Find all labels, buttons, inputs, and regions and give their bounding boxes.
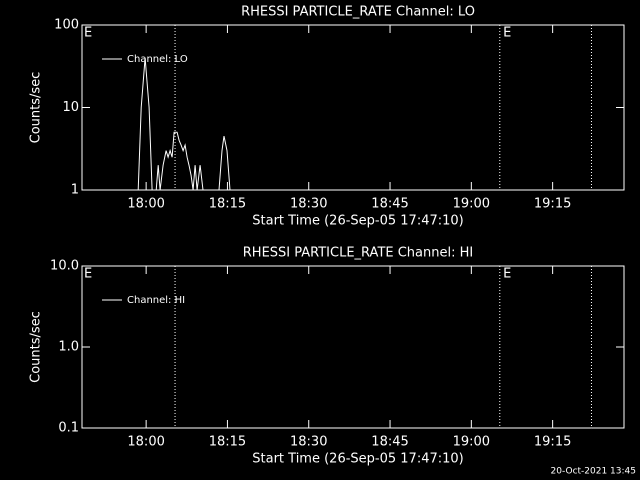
- x-tick-label: 18:15: [209, 435, 246, 450]
- y-tick-label: 10.0: [50, 259, 79, 274]
- x-tick-label: 18:30: [290, 197, 327, 212]
- x-tick-label: 18:45: [371, 197, 408, 212]
- chart-title: RHESSI PARTICLE_RATE Channel: LO: [241, 5, 475, 20]
- y-axis-label: Counts/sec: [29, 72, 44, 144]
- y-tick-label: 10: [62, 100, 79, 115]
- x-tick-label: 18:30: [290, 435, 327, 450]
- y-tick-label: 1: [71, 183, 79, 198]
- data-line: [137, 57, 231, 190]
- x-tick-label: 19:15: [534, 435, 571, 450]
- x-tick-label: 18:15: [209, 197, 246, 212]
- x-tick-label: 18:00: [127, 197, 164, 212]
- x-tick-label: 18:00: [127, 435, 164, 450]
- x-tick-label: 19:00: [453, 197, 490, 212]
- plot-frame: [81, 265, 625, 429]
- chart-title: RHESSI PARTICLE_RATE Channel: HI: [243, 246, 473, 261]
- x-tick-label: 19:15: [534, 197, 571, 212]
- y-tick-label: 100: [54, 18, 79, 33]
- x-tick-label: 19:00: [453, 435, 490, 450]
- annotation: E: [503, 267, 511, 282]
- legend-label: Channel: LO: [127, 54, 188, 65]
- legend-label: Channel: HI: [127, 295, 185, 306]
- plot-area: [137, 57, 231, 190]
- annotation: E: [84, 267, 92, 282]
- x-tick-label: 18:45: [371, 435, 408, 450]
- x-axis-label: Start Time (26-Sep-05 17:47:10): [252, 214, 463, 229]
- y-axis-label: Counts/sec: [29, 311, 44, 383]
- y-tick-label: 1.0: [58, 340, 79, 355]
- annotation: E: [84, 26, 92, 41]
- x-axis-label: Start Time (26-Sep-05 17:47:10): [252, 452, 463, 467]
- timestamp: 20-Oct-2021 13:45: [551, 467, 636, 477]
- y-tick-label: 0.1: [58, 421, 79, 436]
- annotation: E: [503, 26, 511, 41]
